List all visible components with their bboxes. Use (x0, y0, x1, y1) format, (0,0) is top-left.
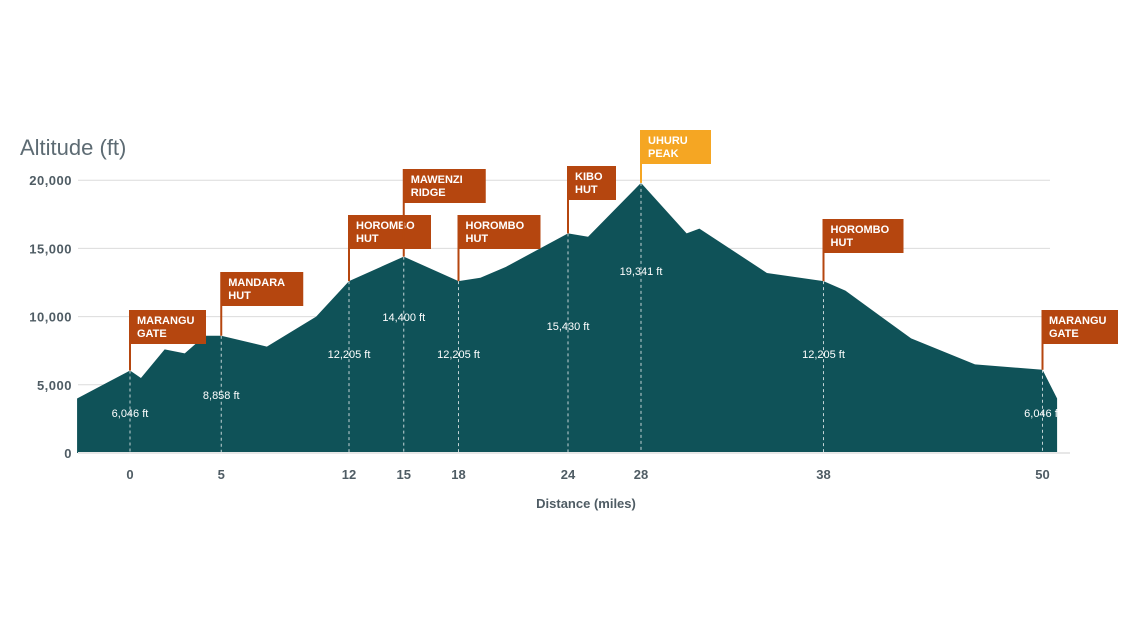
altitude-label: 12,205 ft (802, 349, 845, 361)
altitude-label: 15,430 ft (547, 321, 590, 333)
x-tick-label: 38 (816, 467, 830, 482)
altitude-label: 6,046 ft (1024, 408, 1061, 420)
y-axis-title: Altitude (ft) (20, 135, 126, 160)
y-tick-label: 5,000 (37, 378, 72, 393)
flag-label: KIBO (575, 171, 603, 183)
x-tick-label: 24 (561, 467, 576, 482)
y-tick-label: 10,000 (29, 310, 72, 325)
y-tick-label: 20,000 (29, 173, 72, 188)
flag-label: HUT (831, 237, 854, 249)
x-tick-label: 50 (1035, 467, 1049, 482)
flag-label: UHURU (648, 135, 688, 147)
altitude-label: 12,205 ft (328, 349, 371, 361)
x-tick-label: 15 (397, 467, 411, 482)
altitude-label: 12,205 ft (437, 349, 480, 361)
flag-label: HUT (228, 290, 251, 302)
flag-box (641, 130, 711, 164)
flag-box (1042, 310, 1118, 344)
x-tick-label: 28 (634, 467, 648, 482)
flag-label: HUT (356, 233, 379, 245)
flag-box (349, 215, 431, 249)
altitude-label: 8,858 ft (203, 390, 240, 402)
flag-box (221, 272, 304, 306)
x-tick-label: 0 (126, 467, 133, 482)
flag-label: GATE (1049, 328, 1079, 340)
flag-box (823, 219, 904, 253)
flag-box (568, 166, 616, 200)
flag-label: PEAK (648, 148, 679, 160)
flag-label: MAWENZI (411, 174, 463, 186)
y-tick-label: 15,000 (29, 241, 72, 256)
flag-label: HOROMBO (356, 220, 415, 232)
flag-label: HOROMBO (831, 224, 890, 236)
flag-label: GATE (137, 328, 167, 340)
flag-box (403, 169, 486, 203)
x-tick-label: 18 (451, 467, 465, 482)
altitude-label: 19,341 ft (620, 266, 663, 278)
y-tick-label: 0 (64, 446, 72, 461)
flag-label: HUT (575, 184, 598, 196)
flag-label: MARANGU (137, 315, 194, 327)
altitude-area (77, 182, 1058, 454)
flag-label: MANDARA (228, 277, 285, 289)
flag-box (130, 310, 206, 344)
x-tick-label: 12 (342, 467, 356, 482)
altitude-label: 14,400 ft (382, 312, 425, 324)
x-tick-label: 5 (218, 467, 225, 482)
flag-label: HOROMBO (466, 220, 525, 232)
x-axis-title: Distance (miles) (536, 496, 636, 511)
altitude-label: 6,046 ft (112, 408, 149, 420)
flag-label: RIDGE (411, 187, 446, 199)
flag-label: MARANGU (1049, 315, 1106, 327)
flag-label: HUT (466, 233, 489, 245)
flag-box (458, 215, 541, 249)
